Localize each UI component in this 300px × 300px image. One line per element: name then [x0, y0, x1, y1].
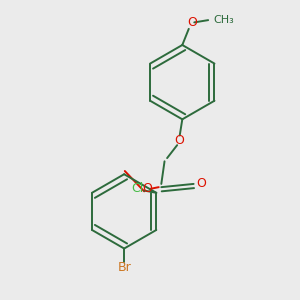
Text: O: O: [142, 182, 152, 195]
Text: Cl: Cl: [131, 182, 143, 195]
Text: O: O: [196, 177, 206, 190]
Text: CH₃: CH₃: [213, 15, 234, 25]
Text: O: O: [187, 16, 197, 29]
Text: Br: Br: [117, 261, 131, 274]
Text: O: O: [174, 134, 184, 147]
